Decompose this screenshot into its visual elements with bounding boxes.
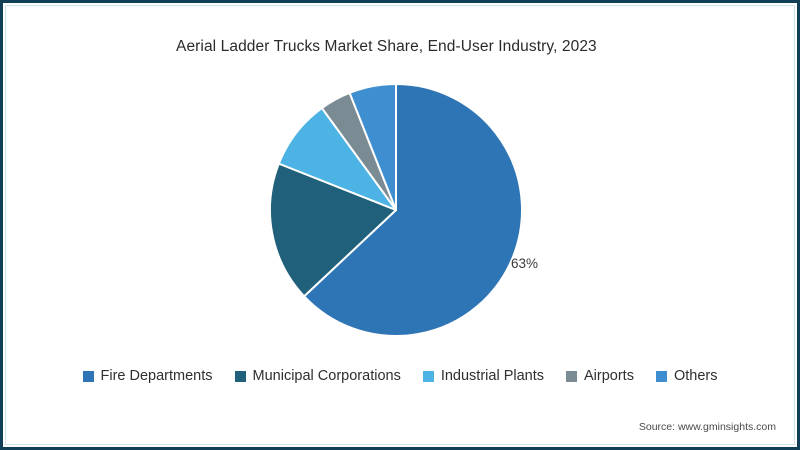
pie-slice-fire-departments[interactable] xyxy=(303,83,523,337)
legend-swatch-airports xyxy=(566,370,577,382)
pie-slice-others[interactable] xyxy=(348,83,397,211)
legend-item-label: Industrial Plants xyxy=(440,368,544,384)
legend-swatch-industrial-plants xyxy=(422,370,434,382)
pie-chart-svg xyxy=(269,83,523,337)
legend-item-label: Fire Departments xyxy=(100,368,213,384)
page-title: Aerial Ladder Trucks Market Share, End-U… xyxy=(176,38,597,55)
pie-slice-municipal-corporations[interactable] xyxy=(269,162,397,298)
legend-swatch-fire-departments xyxy=(82,370,94,382)
legend-item[interactable]: Municipal Corporations xyxy=(234,368,401,384)
chart-legend: Fire Departments Municipal Corporations In… xyxy=(0,368,800,384)
legend-item-label: Others xyxy=(673,368,718,384)
pie-slice-label-fire-departments: 63% xyxy=(511,256,539,271)
legend-swatch-municipal-corporations xyxy=(234,370,246,382)
pie-chart xyxy=(268,82,524,338)
legend-item[interactable]: Industrial Plants xyxy=(422,368,544,384)
legend-item-label: Airports xyxy=(584,368,634,384)
legend-swatch-others xyxy=(655,370,667,382)
legend-item-label: Municipal Corporations xyxy=(252,368,401,384)
source-attribution: Source: www.gminsights.com xyxy=(638,421,776,433)
legend-item[interactable]: Fire Departments xyxy=(82,368,213,384)
legend-item[interactable]: Others xyxy=(655,368,718,384)
legend-item[interactable]: Airports xyxy=(566,368,634,384)
